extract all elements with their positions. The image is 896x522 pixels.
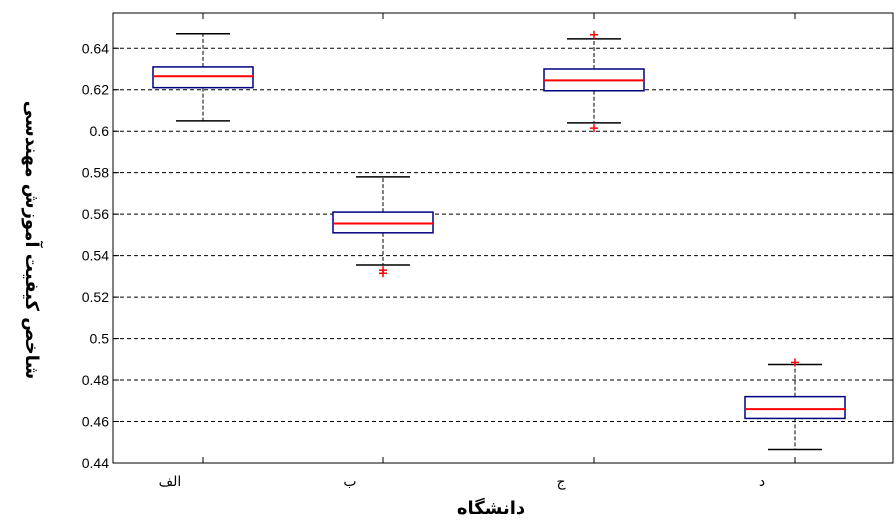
box-group (744, 358, 846, 451)
outlier-marker (590, 124, 598, 133)
y-tick-label: 0.46 (82, 414, 109, 430)
y-tick-label: 0.62 (82, 82, 109, 98)
outlier-marker (379, 266, 387, 275)
x-tick-label: د (759, 474, 765, 490)
y-tick-label: 0.54 (82, 248, 109, 264)
plot-frame (112, 12, 894, 464)
box-group (332, 176, 434, 278)
y-tick-label: 0.44 (82, 455, 109, 471)
y-tick-label: 0.52 (82, 289, 109, 305)
box-group (152, 32, 254, 122)
y-tick-label: 0.64 (82, 40, 109, 56)
iqr-box (332, 211, 434, 234)
y-axis-label: شاخص کیفیت آموزش مهندسی (21, 101, 44, 379)
iqr-box (744, 395, 846, 420)
grid-layer (113, 47, 893, 423)
tick-layer: 0.44 0.46 0.48 0.5 0.52 0.54 0.56 0.58 0.6 0.62 0.… (82, 13, 893, 490)
iqr-box (152, 66, 254, 89)
x-axis-label: دانشگاه (457, 497, 525, 519)
outlier-marker (590, 30, 598, 39)
y-tick-label: 0.56 (82, 206, 109, 222)
y-tick-label: 0.58 (82, 165, 109, 181)
outlier-marker (791, 358, 799, 367)
x-tick-label: ب (343, 474, 356, 490)
box-layer (152, 30, 846, 451)
box-group (543, 30, 645, 133)
x-tick-label: ج (556, 474, 566, 490)
y-tick-label: 0.5 (90, 331, 110, 347)
y-tick-label: 0.48 (82, 372, 109, 388)
y-tick-label: 0.6 (90, 123, 110, 139)
x-tick-label: الف (159, 474, 182, 490)
